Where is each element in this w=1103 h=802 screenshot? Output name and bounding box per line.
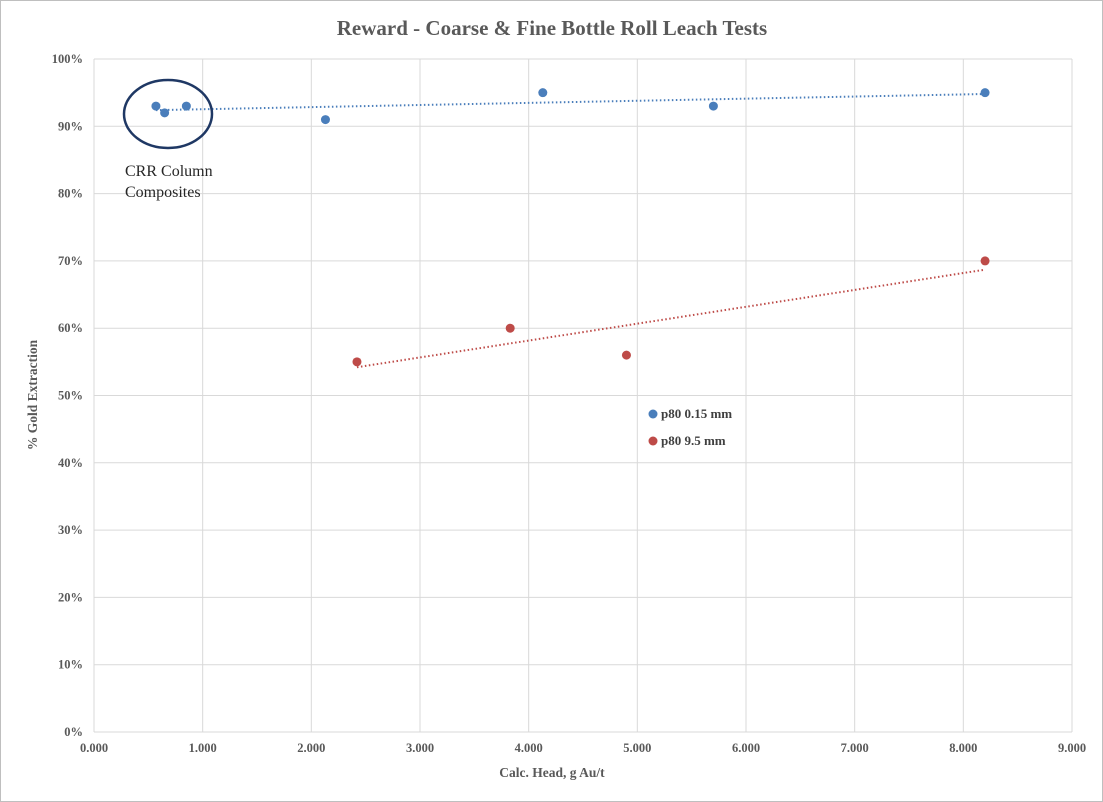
legend-label-fine: p80 0.15 mm bbox=[661, 406, 732, 421]
y-tick-label: 50% bbox=[58, 389, 83, 403]
y-tick-label: 0% bbox=[64, 725, 83, 739]
point-series-0 bbox=[160, 108, 170, 118]
point-series-0 bbox=[980, 88, 990, 98]
annotation-line-2: Composites bbox=[125, 184, 201, 201]
y-tick-label: 90% bbox=[58, 119, 83, 133]
x-tick-label: 3.000 bbox=[406, 741, 434, 755]
data-points bbox=[151, 88, 990, 367]
x-tick-label: 7.000 bbox=[841, 741, 869, 755]
gridlines bbox=[93, 58, 1073, 733]
point-series-1 bbox=[352, 357, 362, 367]
y-tick-label: 100% bbox=[52, 52, 83, 66]
x-tick-label: 9.000 bbox=[1058, 741, 1086, 755]
legend: p80 0.15 mm p80 9.5 mm bbox=[648, 406, 732, 448]
annotation-crr: CRR Column Composites bbox=[122, 78, 214, 201]
annotation-circle bbox=[122, 78, 214, 150]
x-tick-label: 6.000 bbox=[732, 741, 760, 755]
point-series-0 bbox=[708, 101, 718, 111]
trendline-series-0 bbox=[155, 92, 986, 112]
point-series-1 bbox=[621, 350, 631, 360]
legend-marker-coarse bbox=[648, 436, 658, 446]
y-axis-ticks: 0% 10% 20% 30% 40% 50% 60% 70% 80% 90% 100% bbox=[52, 52, 83, 739]
x-tick-label: 2.000 bbox=[297, 741, 325, 755]
y-tick-label: 60% bbox=[58, 321, 83, 335]
annotation-line-1: CRR Column bbox=[125, 163, 213, 180]
point-series-0 bbox=[151, 101, 161, 111]
x-tick-label: 4.000 bbox=[515, 741, 543, 755]
point-series-0 bbox=[320, 115, 330, 125]
y-axis-label: % Gold Extraction bbox=[25, 339, 40, 450]
x-tick-label: 8.000 bbox=[949, 741, 977, 755]
legend-marker-fine bbox=[648, 409, 658, 419]
x-tick-label: 1.000 bbox=[189, 741, 217, 755]
y-tick-label: 20% bbox=[58, 590, 83, 604]
y-tick-label: 40% bbox=[58, 456, 83, 470]
legend-label-coarse: p80 9.5 mm bbox=[661, 433, 726, 448]
point-series-0 bbox=[538, 88, 548, 98]
point-series-1 bbox=[505, 323, 515, 333]
trendline-series-1 bbox=[356, 268, 986, 369]
y-tick-label: 80% bbox=[58, 187, 83, 201]
y-tick-label: 30% bbox=[58, 523, 83, 537]
y-tick-label: 70% bbox=[58, 254, 83, 268]
point-series-0 bbox=[181, 101, 191, 111]
x-tick-label: 0.000 bbox=[80, 741, 108, 755]
x-axis-label: Calc. Head, g Au/t bbox=[499, 765, 605, 780]
trendlines bbox=[155, 92, 986, 369]
chart-title: Reward - Coarse & Fine Bottle Roll Leach… bbox=[337, 16, 767, 40]
y-tick-label: 10% bbox=[58, 658, 83, 672]
point-series-1 bbox=[980, 256, 990, 266]
x-tick-label: 5.000 bbox=[623, 741, 651, 755]
x-axis-ticks: 0.000 1.000 2.000 3.000 4.000 5.000 6.000 7.000… bbox=[80, 741, 1086, 755]
